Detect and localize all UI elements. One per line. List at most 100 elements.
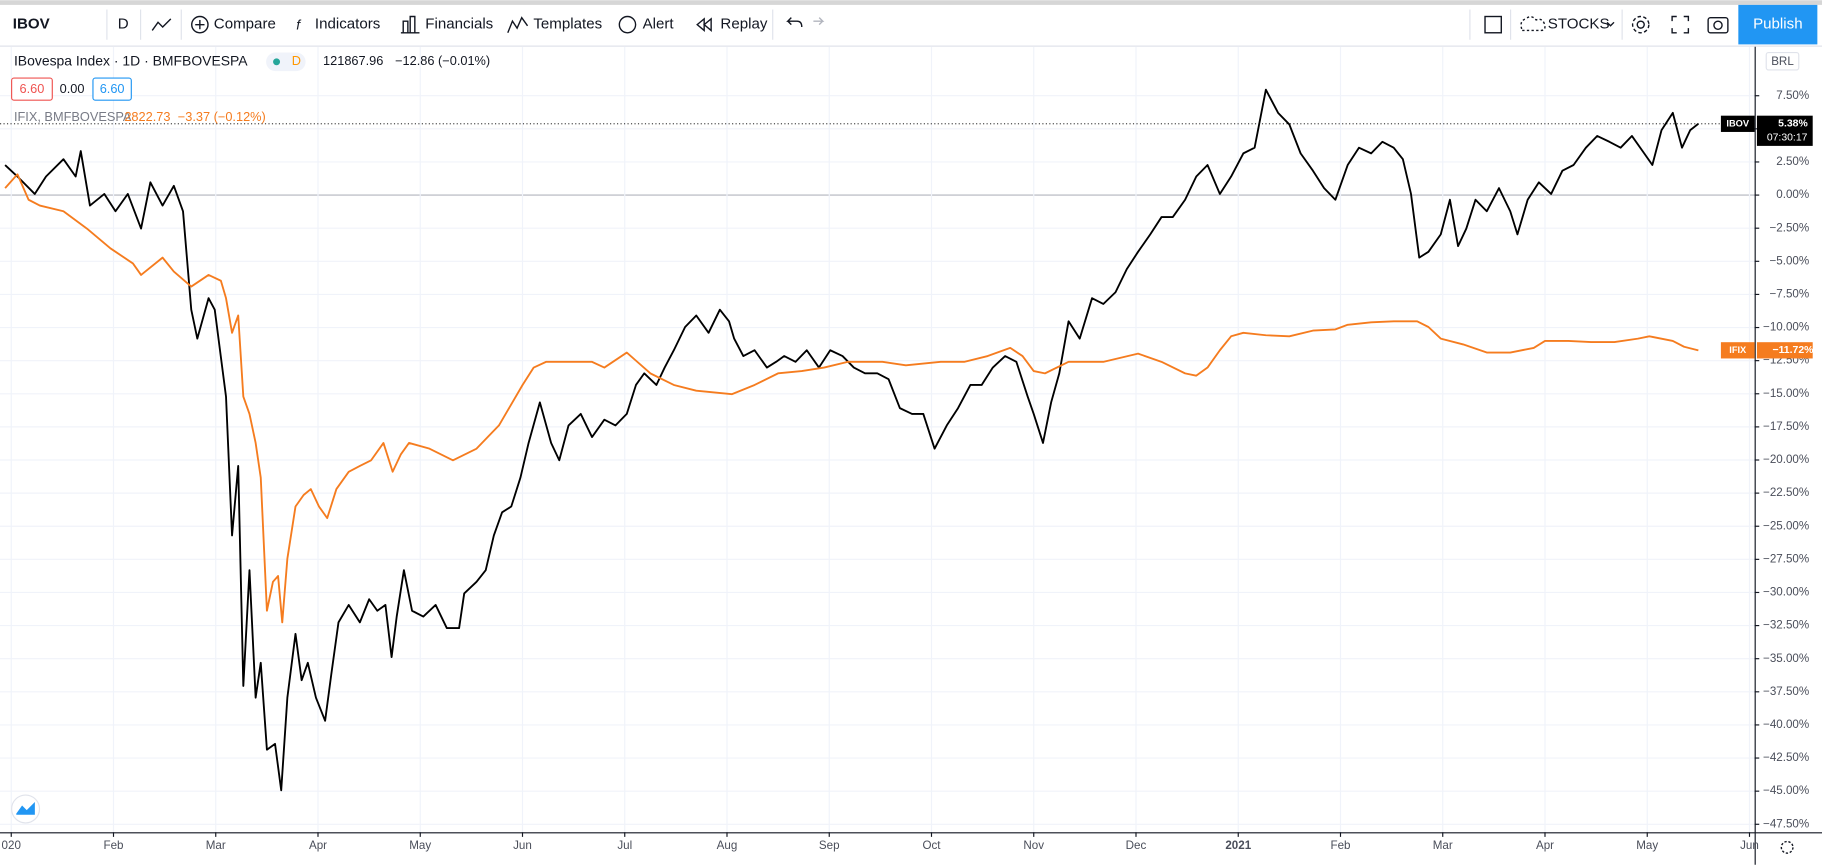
y-tick-label: 7.50% [1776,89,1809,102]
settings-icon[interactable] [1631,15,1650,34]
price-tags: IBOV 5.38% 07:30:17 IFIX −11.72% [1720,115,1813,359]
toolbar-button[interactable]: Compare [214,16,276,33]
y-tick-label: 0.00% [1776,188,1809,201]
compare-icon-plus [195,19,205,30]
toolbar-button[interactable]: Templates [533,16,602,33]
compare-icon [191,15,209,34]
logo [16,802,35,815]
indicators-icon: f [296,16,302,32]
layout-name[interactable]: STOCKS [1548,16,1610,33]
last-value-label: 5.38% [1778,119,1808,130]
settings-icon-center [1636,20,1645,29]
symbol[interactable]: IBOV [13,16,50,33]
x-tick-label: Nov [1023,839,1044,852]
market-open-dot [273,58,281,66]
window-top [0,0,1822,5]
cloud-icon [1520,16,1546,32]
publish-label[interactable]: Publish [1753,16,1803,33]
y-tick-label: −37.50% [1763,685,1809,698]
y-tick-label: −15.00% [1763,387,1809,400]
replay-icon [696,17,712,32]
main-title: IBovespa Index · 1D · BMFBOVESPA [14,53,248,69]
y-tick-label: 2.50% [1776,155,1809,168]
y-tick-label: −20.00% [1763,453,1809,466]
snapshot-lens [1713,20,1723,30]
y-tick-label: −2.50% [1770,221,1810,234]
compare-symbol: IFIX, BMFBOVESPA [14,109,132,124]
badge-bg [266,52,306,72]
compare-change: −3.37 (−0.12%) [178,109,266,124]
x-tick-label: Feb [1330,839,1350,852]
axes: BRL 7.50%5.00%2.50%0.00%−2.50%−5.00%−7.5… [0,46,1822,865]
spread: 0.00 [60,81,85,96]
publish-button[interactable] [1738,4,1818,45]
last-value-tag [1756,115,1813,146]
series-name: IFIX [1729,345,1747,355]
x-tick-label: Mar [1433,839,1453,852]
x-tick-label: Jul [617,839,632,852]
x-tick-label: 020 [2,839,21,852]
buy[interactable]: 6.60 [100,81,125,96]
buy-box[interactable] [92,77,132,101]
y-tick-label: −17.50% [1763,420,1809,433]
last-value-tag [1756,342,1813,359]
alert-icon [618,15,637,34]
x-tick-label: May [409,839,431,852]
financials-icon [400,15,420,34]
y-tick-label: −47.50% [1763,817,1809,830]
redo-icon[interactable] [813,17,825,26]
y-tick-label: −7.50% [1770,287,1810,300]
layout-icon[interactable] [1484,15,1502,34]
x-tick-label: Apr [1536,839,1554,852]
x-tick-label: Jun [1740,839,1759,852]
compare-price: 2822.73 [124,109,170,124]
y-tick-label: −42.50% [1763,751,1809,764]
x-tick-label: Apr [309,839,327,852]
y-tick-label: −10.00% [1763,321,1809,334]
change: −12.86 (−0.01%) [395,53,490,68]
axis-settings-icon[interactable] [1780,840,1794,854]
y-tick-label: −40.00% [1763,718,1809,731]
x-tick-label: Feb [103,839,123,852]
plot [0,88,1755,792]
sell-box[interactable] [11,77,53,101]
last-value-label: −11.72% [1772,345,1813,356]
snapshot-icon[interactable] [1707,16,1729,34]
series-name: IBOV [1726,118,1750,128]
delay-badge: D [292,53,301,68]
fullscreen-icon[interactable] [1671,15,1690,34]
toolbar-button[interactable]: Alert [643,16,675,33]
toolbar-button[interactable]: Replay [720,16,767,33]
toolbar-button[interactable]: Financials [425,16,493,33]
y-tick-label: −35.00% [1763,652,1809,665]
currency[interactable]: BRL [1771,55,1794,68]
toolbar-button[interactable]: Indicators [315,16,380,33]
currency-box[interactable] [1765,51,1800,71]
toolbar: IBOV D f STOCKS Publish Compare Indicator… [0,4,1822,47]
x-tick-label: Mar [206,839,226,852]
y-tick-label: −25.00% [1763,519,1809,532]
sell[interactable]: 6.60 [20,81,45,96]
price: 121867.96 [323,53,383,68]
chart-style-icon[interactable] [151,18,172,31]
x-tick-label: Jun [513,839,532,852]
x-tick-label: May [1636,839,1658,852]
bar-countdown: 07:30:17 [1767,133,1808,144]
x-tick-label: 2021 [1225,839,1251,852]
series-line [4,173,1699,624]
y-tick-label: −5.00% [1770,254,1810,267]
y-tick-label: −30.00% [1763,586,1809,599]
chevron[interactable] [1606,21,1615,27]
series-name-tag [1720,342,1755,359]
interval[interactable]: D [118,16,129,33]
y-tick-label: −27.50% [1763,552,1809,565]
series-name-tag [1720,115,1755,132]
undo-icon[interactable] [786,17,803,27]
y-tick-label: −32.50% [1763,619,1809,632]
x-tick-label: Oct [922,839,941,852]
x-tick-label: Aug [717,839,738,852]
x-tick-label: Sep [819,839,840,852]
